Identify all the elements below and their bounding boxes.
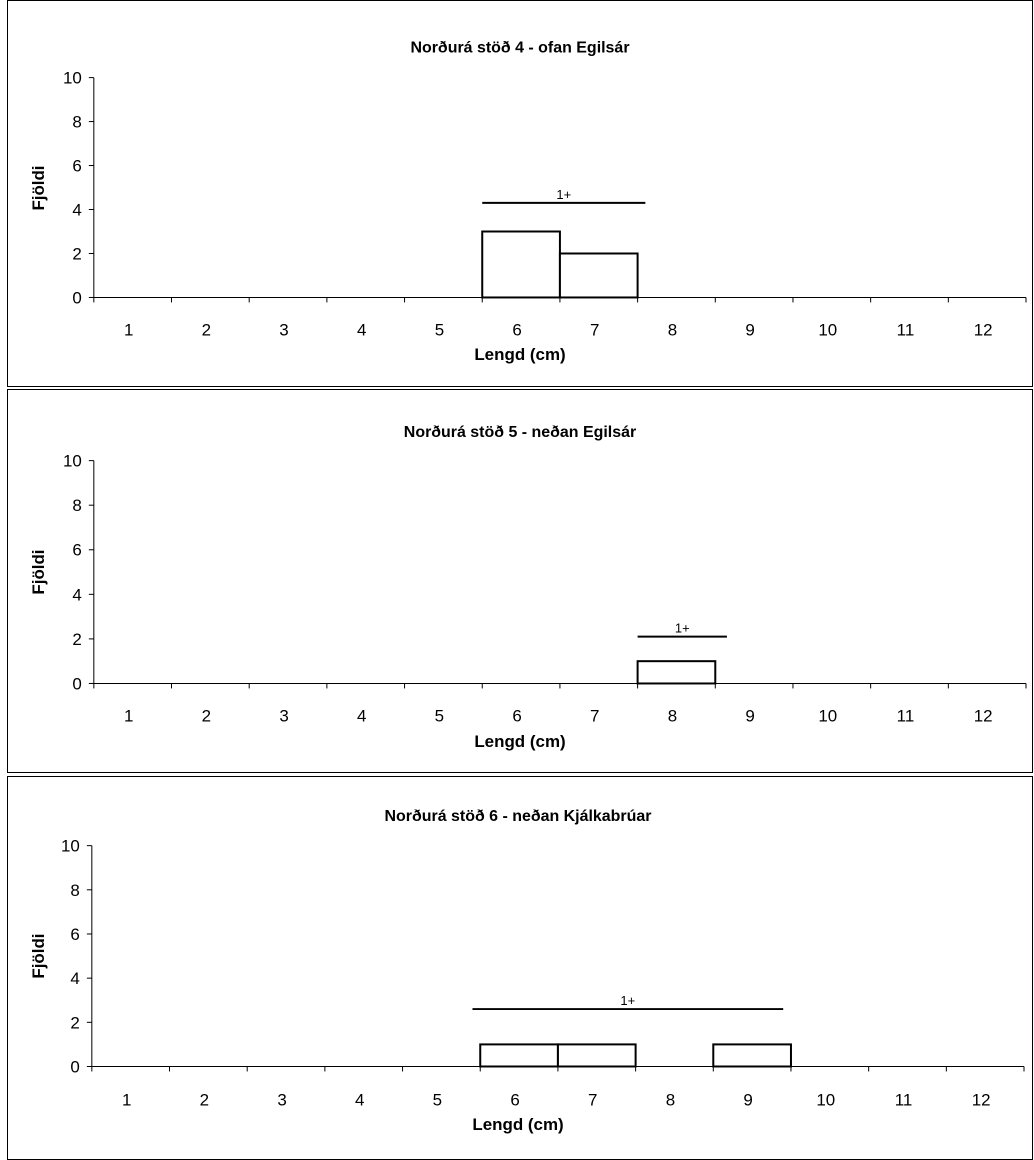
x-tick-label: 4 <box>357 320 366 339</box>
x-tick-label: 9 <box>745 320 754 339</box>
y-tick-label: 4 <box>70 969 79 988</box>
x-tick-label: 4 <box>357 706 366 725</box>
x-tick-label: 8 <box>668 706 677 725</box>
y-tick-label: 6 <box>72 157 81 176</box>
x-tick-label: 7 <box>588 1090 597 1109</box>
x-tick-label: 7 <box>590 320 599 339</box>
x-tick-label: 10 <box>818 706 837 725</box>
histogram-bar <box>556 1043 637 1068</box>
y-tick-label: 10 <box>61 837 80 856</box>
x-tick-label: 9 <box>743 1090 752 1109</box>
x-tick-label: 3 <box>279 320 288 339</box>
y-tick-label: 8 <box>72 496 81 515</box>
y-axis-label: Fjöldi <box>29 166 48 211</box>
x-tick-label: 4 <box>355 1090 364 1109</box>
y-tick-label: 8 <box>72 113 81 132</box>
x-tick-label: 11 <box>897 706 915 725</box>
x-tick-label: 7 <box>590 706 599 725</box>
chart-svg: Norðurá stöð 6 - neðan Kjálkabrúar 0 2 4 6 8 1… <box>29 808 1025 1134</box>
x-tick-label: 2 <box>202 706 211 725</box>
x-tick-label: 5 <box>435 706 444 725</box>
y-tick-label: 0 <box>70 1057 79 1076</box>
histogram-bar <box>479 1043 559 1068</box>
y-tick-label: 2 <box>70 1013 79 1032</box>
x-axis-label: Lengd (cm) <box>474 732 565 751</box>
y-tick-label: 2 <box>72 630 81 649</box>
histogram-bar <box>558 252 639 299</box>
x-tick-label: 6 <box>512 320 521 339</box>
x-tick-label: 1 <box>122 1090 131 1109</box>
x-tick-label: 12 <box>974 320 993 339</box>
x-tick-label: 6 <box>510 1090 519 1109</box>
x-tick-label: 11 <box>895 1090 913 1109</box>
chart-panel-station-6: Norðurá stöð 6 - neðan Kjálkabrúar 0 2 4 6 8 1… <box>7 776 1033 1160</box>
y-tick-label: 0 <box>72 674 81 693</box>
chart-title: Norðurá stöð 6 - neðan Kjálkabrúar <box>384 808 651 825</box>
x-tick-label: 6 <box>512 706 521 725</box>
x-tick-label: 1 <box>124 320 133 339</box>
x-tick-label: 1 <box>124 706 133 725</box>
y-tick-label: 6 <box>70 925 79 944</box>
y-tick-label: 2 <box>72 244 81 263</box>
y-tick-label: 0 <box>72 288 81 307</box>
y-tick-label: 8 <box>70 881 79 900</box>
y-tick-label: 6 <box>72 541 81 560</box>
y-tick-label: 4 <box>72 585 81 604</box>
chart-panel-station-4: Norðurá stöð 4 - ofan Egilsár 0 2 4 6 8 10 1 2 3 4… <box>7 0 1033 387</box>
x-tick-label: 9 <box>745 706 754 725</box>
age-group-label: 1+ <box>675 621 690 636</box>
histogram-bar <box>712 1043 792 1068</box>
y-tick-label: 10 <box>63 69 82 88</box>
age-group-label: 1+ <box>620 993 635 1008</box>
x-tick-label: 10 <box>816 1090 835 1109</box>
x-tick-label: 12 <box>972 1090 991 1109</box>
y-tick-label: 10 <box>63 452 82 471</box>
y-axis-label: Fjöldi <box>29 550 48 595</box>
histogram-bar <box>481 230 561 299</box>
chart-title: Norðurá stöð 4 - ofan Egilsár <box>410 40 629 57</box>
x-tick-label: 10 <box>818 320 837 339</box>
x-tick-label: 8 <box>666 1090 675 1109</box>
x-tick-label: 3 <box>279 706 288 725</box>
y-tick-label: 4 <box>72 201 81 220</box>
chart-panel-station-5: Norðurá stöð 5 - neðan Egilsár 0 2 4 6 8 10 1 2 3… <box>7 389 1033 773</box>
x-tick-label: 12 <box>974 706 993 725</box>
x-tick-label: 3 <box>277 1090 286 1109</box>
y-axis-label: Fjöldi <box>29 934 48 979</box>
x-tick-label: 5 <box>435 320 444 339</box>
x-tick-label: 5 <box>433 1090 442 1109</box>
x-tick-label: 8 <box>668 320 677 339</box>
x-tick-label: 2 <box>202 320 211 339</box>
histogram-bar <box>636 660 717 685</box>
chart-title: Norðurá stöð 5 - neðan Egilsár <box>404 424 636 441</box>
x-axis-label: Lengd (cm) <box>474 345 565 364</box>
age-group-label: 1+ <box>556 187 571 202</box>
x-tick-label: 11 <box>897 320 915 339</box>
x-axis-label: Lengd (cm) <box>472 1115 563 1134</box>
x-tick-label: 2 <box>200 1090 209 1109</box>
